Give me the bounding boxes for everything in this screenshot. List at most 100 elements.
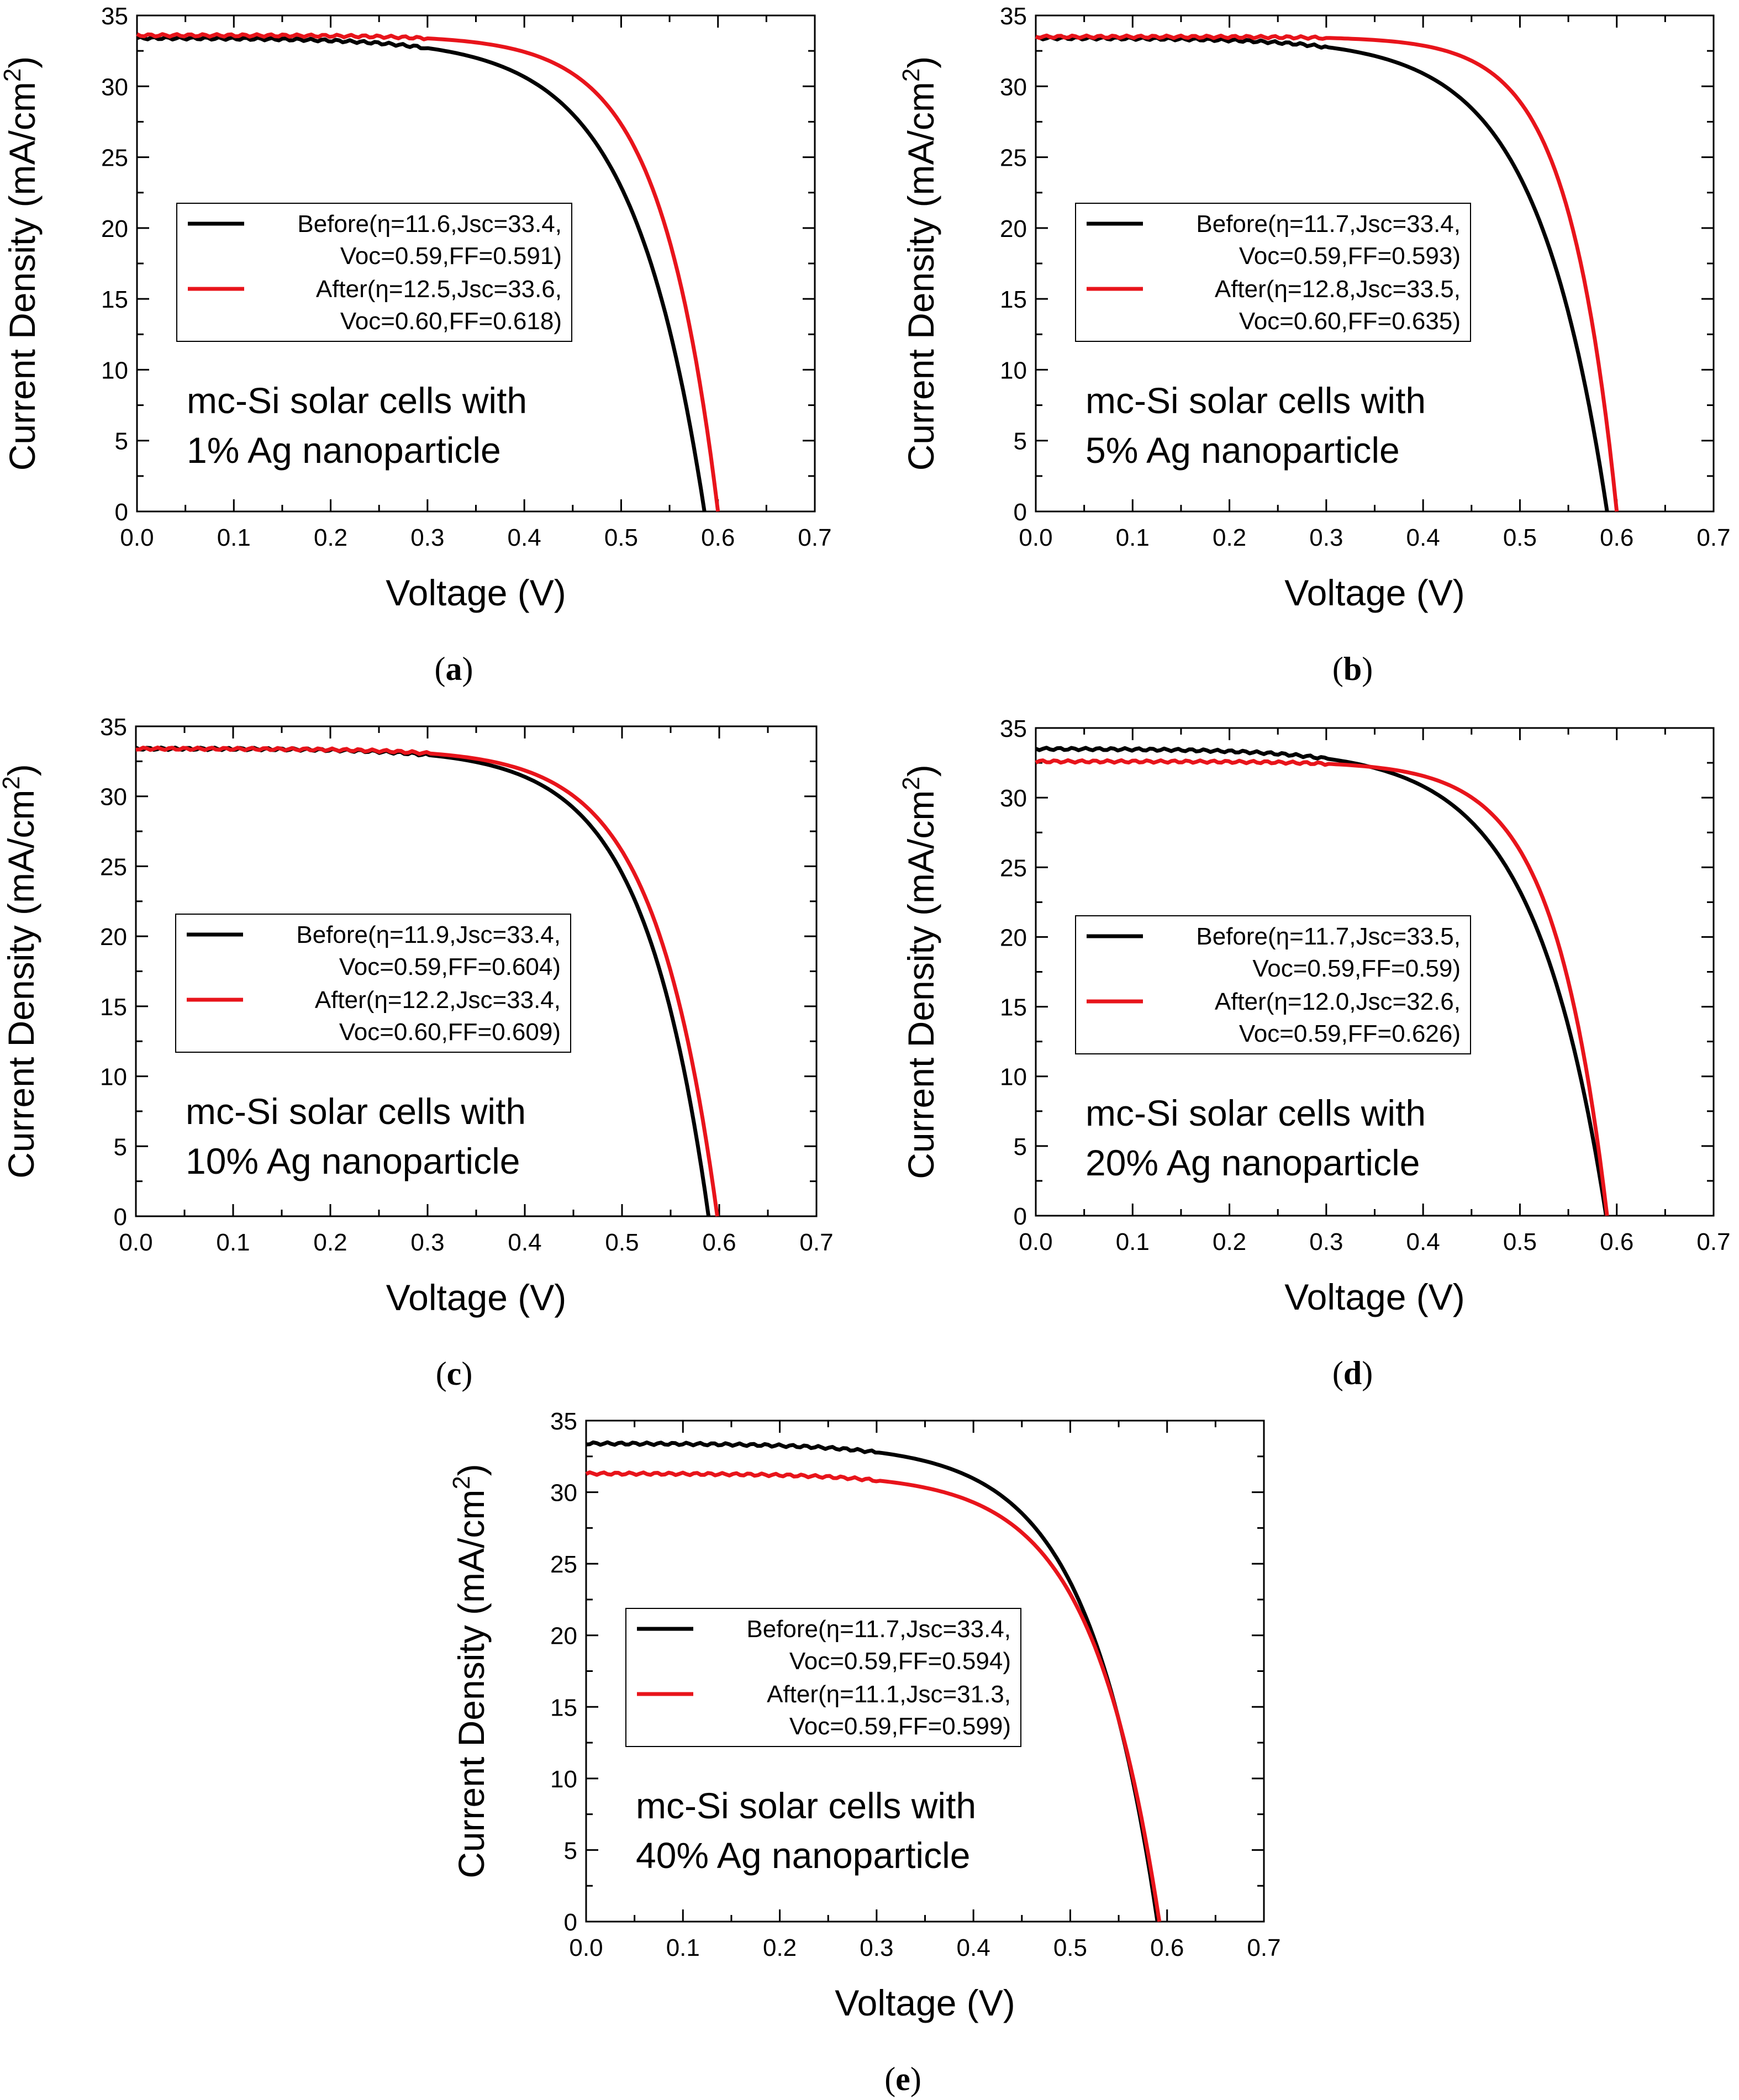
x-tick-label: 0.4 xyxy=(957,1934,990,1961)
legend-entry-before: Before(η=11.7,Jsc=33.5, xyxy=(1196,923,1461,950)
annotation-text: mc-Si solar cells with xyxy=(1085,1093,1426,1133)
y-tick-label: 35 xyxy=(1000,3,1027,30)
y-tick-label: 30 xyxy=(101,73,128,101)
legend-box xyxy=(175,914,571,1053)
y-axis-title: Current Density (mA/cm2) xyxy=(898,764,941,1179)
x-tick-label: 0.4 xyxy=(1406,1228,1440,1255)
x-tick-label: 0.6 xyxy=(1600,1228,1633,1255)
chart-panel-3: 0 5 10 15 20 25 30 35 0.0 0.1 0.2 0.3 0.4 0.5 0.6 0.7 Vo… xyxy=(0,714,834,1392)
series-line-before xyxy=(586,1440,1160,1922)
x-axis-title: Voltage (V) xyxy=(835,1982,1015,2023)
x-tick-label: 0.4 xyxy=(508,524,541,551)
series-line-before xyxy=(1035,746,1608,1216)
y-tick-label: 0 xyxy=(114,1204,127,1231)
x-tick-label: 0.0 xyxy=(120,524,154,551)
x-tick-label: 0.0 xyxy=(1019,524,1052,551)
x-axis-title: Voltage (V) xyxy=(386,572,566,613)
legend-entry-after-cont: Voc=0.59,FF=0.626) xyxy=(1239,1020,1461,1047)
x-tick-label: 0.5 xyxy=(1503,524,1537,551)
x-tick-label: 0.2 xyxy=(1213,524,1246,551)
y-tick-label: 30 xyxy=(100,784,127,811)
panel-label: (c) xyxy=(436,1355,473,1392)
x-tick-label: 0.7 xyxy=(1696,524,1730,551)
x-tick-label: 0.4 xyxy=(1406,524,1440,551)
x-tick-label: 0.2 xyxy=(1213,1228,1246,1255)
x-tick-label: 0.5 xyxy=(1053,1934,1087,1961)
legend-box xyxy=(625,1608,1021,1747)
series-line-after xyxy=(1035,33,1619,512)
x-tick-label: 0.2 xyxy=(313,1229,347,1256)
x-tick-label: 0.0 xyxy=(569,1934,603,1961)
y-tick-label: 25 xyxy=(101,145,128,172)
y-axis-title: Current Density (mA/cm2) xyxy=(898,56,941,471)
y-tick-label: 10 xyxy=(101,357,128,384)
legend-entry-after-cont: Voc=0.60,FF=0.635) xyxy=(1239,308,1461,335)
y-tick-label: 10 xyxy=(100,1064,127,1091)
panel-label: (b) xyxy=(1332,651,1373,687)
chart-panel-1: 0 5 10 15 20 25 30 35 0.0 0.1 0.2 0.3 0.4 0.5 0.6 0.7 Vo… xyxy=(0,3,832,687)
legend-entry-after: After(η=12.5,Jsc=33.6, xyxy=(316,276,562,303)
x-tick-label: 0.3 xyxy=(1309,1228,1343,1255)
panel-label: (d) xyxy=(1332,1355,1373,1391)
y-tick-label: 30 xyxy=(1000,73,1027,101)
x-tick-label: 0.5 xyxy=(605,1229,639,1256)
annotation-text: 20% Ag nanoparticle xyxy=(1085,1142,1420,1183)
x-tick-label: 0.5 xyxy=(604,524,638,551)
y-tick-label: 30 xyxy=(1000,785,1027,812)
legend-entry-before-cont: Voc=0.59,FF=0.59) xyxy=(1252,955,1461,982)
annotation-text: mc-Si solar cells with xyxy=(186,1091,526,1132)
legend-entry-after: After(η=12.8,Jsc=33.5, xyxy=(1215,276,1461,303)
annotation-text: 10% Ag nanoparticle xyxy=(186,1141,520,1181)
x-axis-title: Voltage (V) xyxy=(1284,572,1465,613)
y-tick-label: 15 xyxy=(101,286,128,313)
x-tick-label: 0.5 xyxy=(1503,1228,1537,1255)
y-tick-label: 0 xyxy=(1014,1203,1027,1230)
y-tick-label: 5 xyxy=(115,428,128,455)
annotation-text: 5% Ag nanoparticle xyxy=(1085,430,1400,471)
series-line-after xyxy=(136,32,720,512)
x-tick-label: 0.6 xyxy=(702,1229,736,1256)
x-tick-label: 0.7 xyxy=(798,524,831,551)
legend-entry-after: After(η=12.0,Jsc=32.6, xyxy=(1215,988,1461,1015)
legend-entry-before-cont: Voc=0.59,FF=0.604) xyxy=(339,953,561,980)
annotation-text: mc-Si solar cells with xyxy=(187,380,527,421)
x-tick-label: 0.1 xyxy=(217,524,251,551)
y-tick-label: 5 xyxy=(114,1133,127,1160)
chart-panel-2: 0 5 10 15 20 25 30 35 0.0 0.1 0.2 0.3 0.4 0.5 0.6 0.7 Vo… xyxy=(898,3,1731,687)
annotation-text: 40% Ag nanoparticle xyxy=(636,1835,970,1876)
series-line-after xyxy=(1035,758,1609,1216)
legend-entry-after: After(η=11.1,Jsc=31.3, xyxy=(767,1681,1011,1708)
y-tick-label: 30 xyxy=(550,1480,577,1507)
y-tick-label: 5 xyxy=(564,1837,577,1864)
y-tick-label: 5 xyxy=(1014,428,1027,455)
legend-entry-before-cont: Voc=0.59,FF=0.594) xyxy=(789,1648,1011,1675)
chart-panel-5: 0 5 10 15 20 25 30 35 0.0 0.1 0.2 0.3 0.4 0.5 0.6 0.7 Vo… xyxy=(448,1408,1281,2097)
y-tick-label: 0 xyxy=(564,1909,577,1936)
x-tick-label: 0.6 xyxy=(1600,524,1633,551)
x-tick-label: 0.4 xyxy=(508,1229,541,1256)
x-tick-label: 0.2 xyxy=(314,524,347,551)
y-tick-label: 0 xyxy=(115,499,128,526)
annotation-text: mc-Si solar cells with xyxy=(636,1785,976,1826)
series-line-after xyxy=(135,745,719,1217)
y-tick-label: 10 xyxy=(1000,1064,1027,1091)
x-tick-label: 0.0 xyxy=(1019,1228,1052,1255)
legend-entry-before: Before(η=11.7,Jsc=33.4, xyxy=(746,1616,1011,1643)
y-tick-label: 25 xyxy=(100,853,127,880)
panel-label: (e) xyxy=(884,2061,921,2097)
x-tick-label: 0.6 xyxy=(1150,1934,1184,1961)
x-tick-label: 0.1 xyxy=(1116,1228,1150,1255)
legend-entry-before-cont: Voc=0.59,FF=0.591) xyxy=(340,242,562,270)
legend-entry-before: Before(η=11.9,Jsc=33.4, xyxy=(296,921,561,948)
x-tick-label: 0.3 xyxy=(410,1229,444,1256)
x-tick-label: 0.3 xyxy=(410,524,444,551)
y-tick-label: 15 xyxy=(1000,286,1027,313)
y-tick-label: 20 xyxy=(550,1623,577,1650)
legend-entry-after-cont: Voc=0.59,FF=0.599) xyxy=(789,1713,1011,1740)
x-tick-label: 0.7 xyxy=(1696,1228,1730,1255)
y-tick-label: 15 xyxy=(100,994,127,1021)
legend-box xyxy=(176,203,572,342)
x-tick-label: 0.6 xyxy=(701,524,735,551)
legend-entry-before: Before(η=11.6,Jsc=33.4, xyxy=(297,210,562,238)
